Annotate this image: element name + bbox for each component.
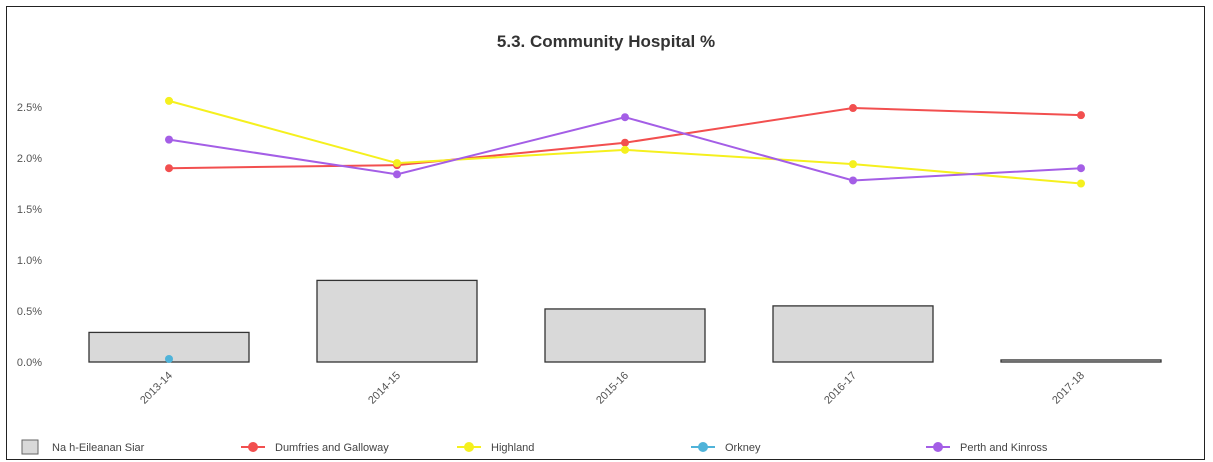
line-series-group — [165, 96, 1085, 363]
bar[interactable] — [1000, 359, 1162, 363]
data-point[interactable] — [849, 160, 857, 169]
x-tick-label: 2016-17 — [822, 370, 859, 407]
legend-label[interactable]: Na h-Eileanan Siar — [52, 442, 145, 454]
data-point[interactable] — [849, 176, 857, 185]
x-tick-label: 2013-14 — [138, 370, 175, 407]
data-point[interactable] — [621, 113, 629, 122]
x-axis-ticks: 2013-14 2014-15 2015-16 2016-17 2017-18 — [138, 370, 1087, 407]
data-point[interactable] — [621, 145, 629, 154]
data-point[interactable] — [393, 159, 401, 168]
legend-swatch[interactable] — [933, 442, 943, 452]
data-point[interactable] — [165, 135, 173, 144]
data-point[interactable] — [165, 164, 173, 173]
data-point[interactable] — [1077, 111, 1085, 120]
data-point[interactable] — [1077, 164, 1085, 173]
data-point[interactable] — [393, 170, 401, 179]
y-tick-label: 1.5% — [17, 204, 42, 216]
y-tick-label: 1.0% — [17, 255, 42, 267]
bar[interactable] — [544, 308, 706, 363]
data-point[interactable] — [165, 96, 173, 105]
legend-label[interactable]: Highland — [491, 442, 534, 454]
data-point[interactable] — [165, 354, 173, 363]
legend-label[interactable]: Dumfries and Galloway — [275, 442, 389, 454]
y-tick-label: 2.5% — [17, 102, 42, 114]
legend-swatch[interactable] — [698, 442, 708, 452]
legend-label[interactable]: Orkney — [725, 442, 761, 454]
legend-swatch[interactable] — [21, 439, 39, 455]
legend-swatch[interactable] — [464, 442, 474, 452]
y-tick-label: 0.5% — [17, 306, 42, 318]
x-tick-label: 2014-15 — [366, 370, 403, 407]
legend-label[interactable]: Perth and Kinross — [960, 442, 1048, 454]
bar[interactable] — [316, 279, 478, 363]
data-point[interactable] — [621, 138, 629, 147]
x-tick-label: 2015-16 — [594, 370, 631, 407]
y-tick-label: 2.0% — [17, 153, 42, 165]
chart-frame — [6, 6, 1205, 460]
x-tick-label: 2017-18 — [1050, 370, 1087, 407]
bar[interactable] — [772, 305, 934, 363]
y-axis-ticks: 0.0% 0.5% 1.0% 1.5% 2.0% 2.5% — [17, 102, 42, 369]
legend: Na h-Eileanan Siar Dumfries and Galloway H… — [21, 439, 1048, 455]
legend-swatch[interactable] — [248, 442, 258, 452]
data-point[interactable] — [849, 104, 857, 113]
y-tick-label: 0.0% — [17, 357, 42, 369]
chart-title: 5.3. Community Hospital % — [497, 32, 715, 51]
data-point[interactable] — [1077, 179, 1085, 188]
bar-series — [88, 279, 1162, 363]
